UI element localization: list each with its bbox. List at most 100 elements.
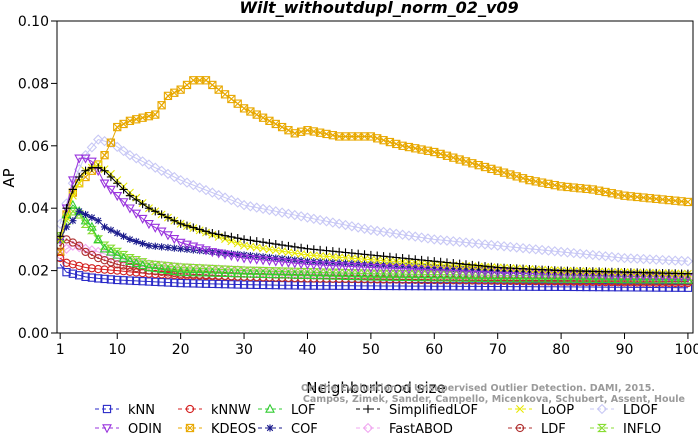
point-knn-9 xyxy=(106,275,116,284)
point-kdeos-48 xyxy=(354,132,363,141)
point-knn-63 xyxy=(449,282,458,291)
legend-item-ldf: LDF xyxy=(508,422,566,434)
series-line-lof xyxy=(59,204,688,281)
point-kdeos-94 xyxy=(645,194,655,203)
point-kdeos-95 xyxy=(652,194,661,203)
point-lof-45 xyxy=(334,270,345,280)
point-ldf-84-dot xyxy=(585,279,588,282)
point-simplifiedlof-49 xyxy=(360,250,369,259)
point-lof-37 xyxy=(283,269,294,279)
point-loop-34 xyxy=(265,245,274,254)
point-cof-7 xyxy=(94,217,102,225)
point-knn-56 xyxy=(404,281,414,291)
point-simplifiedlof-66 xyxy=(468,260,477,270)
point-loop-37 xyxy=(284,248,293,257)
point-knn-85 xyxy=(588,282,597,292)
point-loop-28 xyxy=(227,237,236,246)
point-odin-46 xyxy=(340,262,351,272)
point-kdeos-96 xyxy=(658,195,667,204)
point-ldof-88 xyxy=(606,251,618,263)
point-kdeos-98 xyxy=(671,196,680,205)
legend-label-cof: COF xyxy=(291,422,318,434)
point-ldof-46 xyxy=(340,219,351,231)
point-kdeos-16-x xyxy=(151,110,160,119)
point-knn-84 xyxy=(582,282,591,292)
point-loop-52 xyxy=(379,256,388,265)
point-cof-19 xyxy=(170,244,178,252)
legend-label-odin: ODIN xyxy=(128,422,162,434)
point-cof-59 xyxy=(424,263,432,271)
point-simplifiedlof-29 xyxy=(233,234,242,243)
point-simplifiedlof-10 xyxy=(113,179,122,188)
point-loop-35 xyxy=(271,246,280,255)
point-lof-95 xyxy=(651,274,662,284)
point-ldof-16 xyxy=(150,162,161,173)
point-kdeos-23 xyxy=(195,76,204,85)
x-axis: 1 10 20 30 40 50 60 70 80 90 100 xyxy=(56,333,698,358)
point-ldof-77 xyxy=(536,244,548,256)
point-kdeos-40 xyxy=(303,126,312,135)
point-lof-83 xyxy=(575,273,586,283)
point-lof-38 xyxy=(289,269,300,279)
point-ldof-51 xyxy=(372,225,383,237)
point-cof-24 xyxy=(202,247,210,255)
point-lof-94 xyxy=(644,274,655,284)
point-lof-98 xyxy=(670,274,681,284)
point-knn-67 xyxy=(474,282,483,291)
point-knn-22 xyxy=(189,279,198,288)
point-simplifiedlof-55 xyxy=(398,254,407,263)
point-knn-7 xyxy=(94,274,103,283)
point-lof-12 xyxy=(124,255,135,265)
point-odin-29 xyxy=(232,253,243,263)
point-knn-80 xyxy=(556,282,566,291)
point-ldof-65 xyxy=(460,237,472,248)
point-kdeos-44 xyxy=(328,131,337,140)
legend-label-inflo: INFLO xyxy=(623,422,661,434)
point-lof-82 xyxy=(568,273,579,283)
point-knn-93 xyxy=(639,283,648,292)
legend-marker-ldof xyxy=(596,403,608,415)
point-lof-31 xyxy=(245,268,256,278)
point-ldof-70 xyxy=(492,240,503,251)
point-simplifiedlof-27 xyxy=(220,231,230,240)
point-odin-49 xyxy=(359,263,370,273)
point-odin-38 xyxy=(289,259,300,269)
point-lof-55 xyxy=(397,271,408,281)
legend-marker-inflo xyxy=(597,423,607,433)
point-lof-75 xyxy=(524,273,535,283)
point-ldof-82 xyxy=(568,247,579,259)
point-ldf-68-dot xyxy=(484,279,487,282)
point-simplifiedlof-8 xyxy=(100,166,109,175)
y-axis-label: AP xyxy=(0,168,18,187)
point-kdeos-100 xyxy=(683,197,693,207)
point-ldf-23-dot xyxy=(198,273,201,276)
point-lof-61 xyxy=(435,272,446,282)
legend-label-lof: LOF xyxy=(291,403,316,418)
point-kdeos-55 xyxy=(398,141,407,150)
point-knn-29 xyxy=(233,280,242,289)
point-ldof-60 xyxy=(429,234,440,245)
point-fastabod-29 xyxy=(232,265,243,276)
point-simplifiedlof-31 xyxy=(246,236,255,245)
point-ldf-71-dot xyxy=(503,279,506,282)
point-lof-90 xyxy=(619,274,630,284)
point-kdeos-89 xyxy=(614,190,623,199)
point-simplifiedlof-5 xyxy=(81,166,90,175)
point-loop-33 xyxy=(259,244,268,253)
point-cof-62 xyxy=(443,264,451,272)
point-ldf-80-dot xyxy=(560,279,563,282)
point-ldf-10 xyxy=(113,260,122,269)
point-kdeos-74 xyxy=(518,174,528,183)
point-ldof-42 xyxy=(314,214,326,226)
point-ldof-5 xyxy=(80,149,91,161)
point-odin-48 xyxy=(353,263,364,273)
point-ldf-91-dot xyxy=(629,280,632,283)
point-odin-59 xyxy=(423,265,433,275)
point-simplifiedlof-48 xyxy=(354,249,363,258)
point-lof-49 xyxy=(359,271,370,281)
point-kdeos-73 xyxy=(512,172,521,181)
point-ldf-72-dot xyxy=(509,279,512,282)
point-simplifiedlof-39 xyxy=(297,243,306,252)
point-ldof-74 xyxy=(517,242,529,254)
point-lof-52 xyxy=(378,271,389,281)
